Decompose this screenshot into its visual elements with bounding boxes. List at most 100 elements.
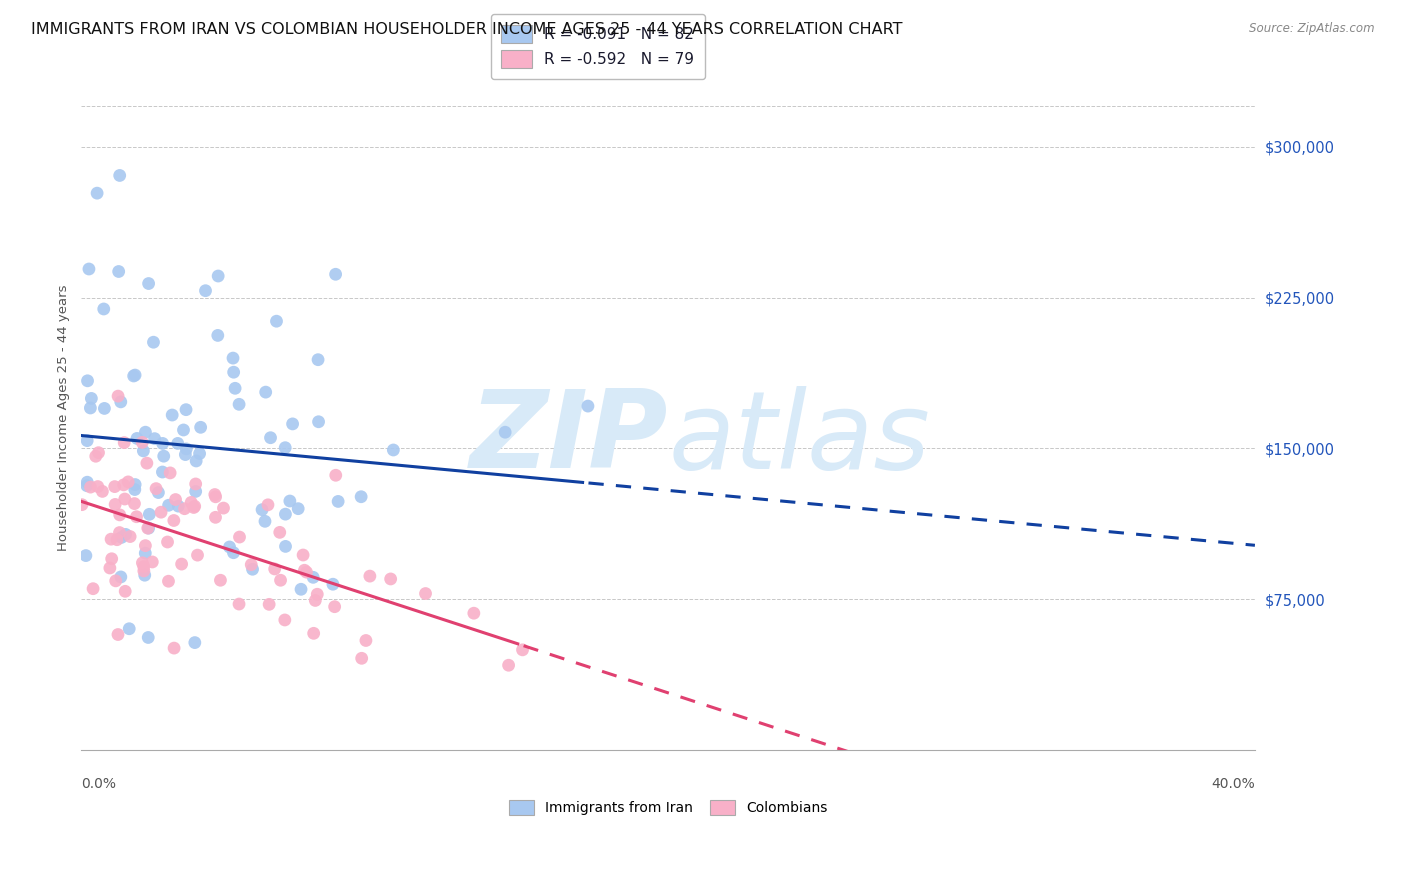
Point [380, 572, 402, 586]
Point [350, 651, 373, 665]
Point [132, 564, 155, 578]
Point [222, 365, 245, 379]
Point [76, 475, 98, 490]
Point [86, 186, 108, 201]
Point [156, 535, 179, 549]
Point [415, 586, 437, 600]
Point [176, 442, 198, 456]
Point [118, 622, 141, 636]
Point [100, 532, 122, 546]
Point [304, 593, 326, 607]
Point [281, 417, 304, 431]
Point [222, 546, 245, 560]
Point [114, 527, 136, 541]
Point [110, 530, 132, 544]
Point [174, 402, 197, 417]
Point [108, 169, 131, 183]
Text: Source: ZipAtlas.com: Source: ZipAtlas.com [1250, 22, 1375, 36]
Point [494, 425, 516, 440]
Point [104, 498, 127, 512]
Point [186, 548, 208, 562]
Point [228, 597, 250, 611]
Point [160, 408, 183, 422]
Point [173, 423, 195, 437]
Point [76, 434, 98, 448]
Point [75, 549, 97, 563]
Point [269, 525, 291, 540]
Point [263, 562, 285, 576]
Point [274, 441, 297, 455]
Point [274, 507, 297, 521]
Point [512, 643, 534, 657]
Point [180, 495, 202, 509]
Point [259, 431, 281, 445]
Point [254, 385, 277, 400]
Point [114, 491, 136, 506]
Point [107, 627, 129, 641]
Point [194, 284, 217, 298]
Point [326, 494, 349, 508]
Point [307, 587, 329, 601]
Point [104, 480, 127, 494]
Point [204, 487, 226, 501]
Point [134, 546, 156, 560]
Point [120, 530, 142, 544]
Point [79, 480, 101, 494]
Point [93, 301, 115, 316]
Point [157, 498, 180, 512]
Point [131, 435, 153, 450]
Point [186, 454, 208, 468]
Point [204, 510, 226, 524]
Point [325, 468, 347, 483]
Point [228, 397, 250, 411]
Point [134, 539, 156, 553]
Text: 0.0%: 0.0% [82, 777, 117, 790]
Point [183, 500, 205, 514]
Point [294, 563, 316, 577]
Y-axis label: Householder Income Ages 25 - 44 years: Householder Income Ages 25 - 44 years [58, 285, 70, 551]
Point [117, 475, 139, 489]
Point [148, 485, 170, 500]
Point [150, 505, 173, 519]
Point [125, 509, 148, 524]
Point [257, 598, 280, 612]
Point [163, 514, 186, 528]
Point [152, 449, 174, 463]
Point [302, 626, 325, 640]
Text: ZIP: ZIP [470, 385, 668, 491]
Point [70, 498, 93, 512]
Point [87, 445, 110, 459]
Point [124, 497, 146, 511]
Point [112, 435, 135, 450]
Point [131, 556, 153, 570]
Point [157, 574, 180, 589]
Point [141, 555, 163, 569]
Point [76, 374, 98, 388]
Point [84, 449, 107, 463]
Point [278, 494, 301, 508]
Point [292, 548, 315, 562]
Point [302, 570, 325, 584]
Point [93, 401, 115, 416]
Point [359, 569, 381, 583]
Point [142, 335, 165, 350]
Point [124, 483, 146, 497]
Point [136, 521, 159, 535]
Point [257, 498, 280, 512]
Point [122, 368, 145, 383]
Text: atlas: atlas [668, 385, 929, 491]
Point [152, 436, 174, 450]
Point [184, 477, 207, 491]
Point [166, 436, 188, 450]
Point [350, 490, 373, 504]
Point [498, 658, 520, 673]
Point [91, 484, 114, 499]
Point [240, 558, 263, 572]
Point [274, 613, 297, 627]
Point [107, 389, 129, 403]
Point [274, 540, 297, 554]
Point [204, 490, 226, 504]
Point [135, 456, 157, 470]
Point [290, 582, 312, 597]
Point [87, 479, 110, 493]
